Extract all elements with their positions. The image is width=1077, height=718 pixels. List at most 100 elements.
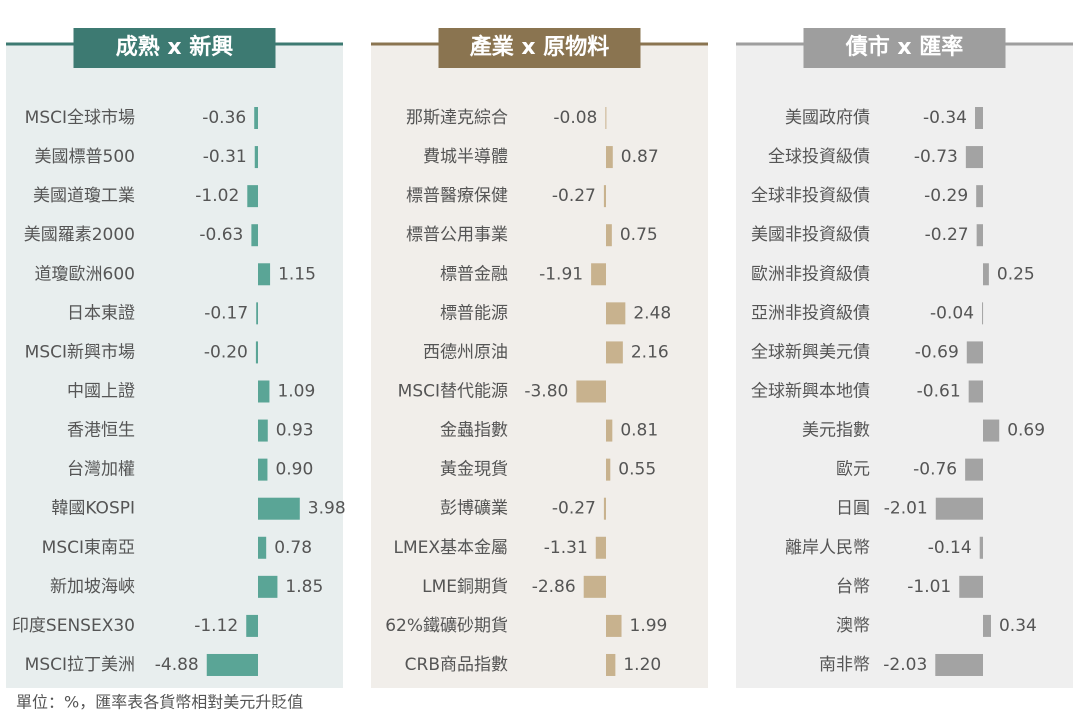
category-label: CRB商品指數 [405,655,508,675]
value-label: 0.93 [276,421,314,441]
category-label: 標普能源 [440,303,508,323]
value-label: -1.91 [539,264,583,284]
category-label: MSCI全球市場 [25,108,135,128]
value-label: -0.31 [203,147,247,167]
category-label: 美國標普500 [35,147,135,167]
bar [983,419,1000,442]
bar [258,380,270,403]
value-label: -0.27 [552,499,596,519]
bar [595,536,606,559]
bar [258,575,278,598]
bar [975,107,983,129]
bar [606,146,613,169]
category-label: 黃金現貨 [440,460,508,480]
category-label: 新加坡海峽 [50,577,135,597]
value-label: -0.34 [923,108,967,128]
footnote: 單位：%，匯率表各貨幣相對美元升貶值 [16,693,303,712]
category-label: 印度SENSEX30 [12,616,135,636]
value-label: -3.80 [524,381,568,401]
category-label: 日圓 [836,499,870,519]
value-label: -0.27 [925,225,969,245]
category-label: 日本東證 [67,303,135,323]
value-label: 0.34 [999,616,1037,636]
category-label: 全球新興美元債 [751,342,870,362]
value-label: 1.15 [278,264,316,284]
category-label: 標普金融 [440,264,508,284]
value-label: 0.69 [1007,421,1045,441]
category-label: 費城半導體 [423,147,508,167]
value-label: 3.98 [308,499,346,519]
bar [254,146,258,169]
bar [603,497,606,520]
bar [258,536,267,559]
category-label: LMEX基本金屬 [393,538,508,558]
bar [959,575,983,598]
value-label: -0.73 [914,147,958,167]
category-label: 澳幣 [836,616,870,636]
category-label: MSCI拉丁美洲 [25,655,135,675]
category-label: LME銅期貨 [422,577,508,597]
value-label: 0.81 [620,421,658,441]
value-label: -2.86 [532,577,576,597]
value-label: 0.90 [275,460,313,480]
bar [246,614,258,637]
value-label: 1.09 [277,381,315,401]
bar [258,497,300,520]
category-label: 美元指數 [802,421,870,441]
bar [606,653,616,676]
panel-background [6,44,343,688]
bar [254,107,258,129]
category-label: 金蟲指數 [440,421,508,441]
value-label: 1.85 [285,577,323,597]
bar [976,185,983,208]
value-label: -4.88 [155,655,199,675]
panel-title: 產業 x 原物料 [470,34,610,60]
header-tab [438,28,641,68]
bar [605,107,607,129]
bar [935,653,983,676]
bar [591,263,606,286]
value-label: -0.08 [553,108,597,128]
bar [258,419,268,442]
value-label: -0.76 [913,460,957,480]
value-label: -0.27 [552,186,596,206]
value-label: -0.04 [930,303,974,323]
bar [583,575,606,598]
bar [206,653,258,676]
bar [606,341,623,364]
bar [247,185,258,208]
value-label: -0.29 [924,186,968,206]
category-label: 中國上證 [67,381,135,401]
category-label: 西德州原油 [423,342,508,362]
category-label: 歐元 [836,460,870,480]
value-label: 0.78 [274,538,312,558]
panel-background [371,44,708,688]
value-label: 0.55 [618,460,656,480]
panel-title: 債市 x 匯率 [845,34,964,60]
value-label: -1.31 [544,538,588,558]
value-label: 1.20 [623,655,661,675]
category-label: 美國羅素2000 [24,225,135,245]
category-label: 那斯達克綜合 [406,108,508,128]
bar [256,302,258,325]
bar [965,458,983,481]
category-label: 彭博礦業 [440,499,508,519]
category-label: 歐洲非投資級債 [751,264,870,284]
category-label: 美國道瓊工業 [33,186,135,206]
category-label: 全球非投資級債 [751,186,870,206]
value-label: -2.01 [884,499,928,519]
bar [965,146,983,169]
category-label: 台幣 [836,577,870,597]
header-tab [73,28,276,68]
bar [966,341,983,364]
category-label: 台灣加權 [67,460,135,480]
bar [976,224,983,247]
bar [979,536,983,559]
bar [606,458,611,481]
bar [606,419,613,442]
value-label: -1.12 [194,616,238,636]
category-label: 全球新興本地債 [751,381,870,401]
bar [255,341,258,364]
category-label: 南非幣 [819,655,870,675]
bar [606,302,626,325]
